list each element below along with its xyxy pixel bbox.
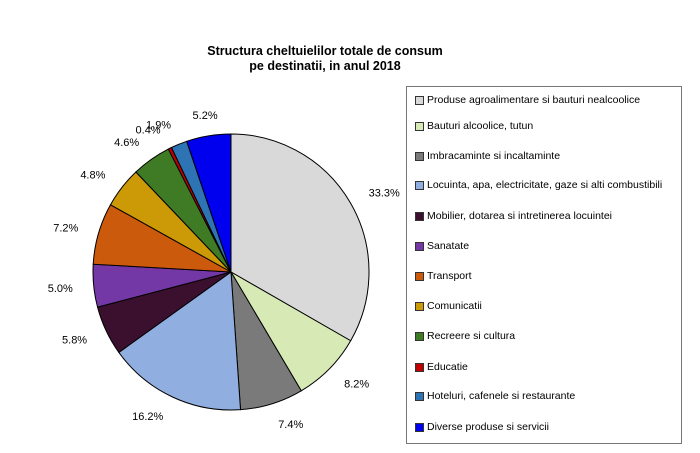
slice-label: 5.8% [62,335,87,347]
legend-label: Imbracaminte si incaltaminte [427,150,561,162]
slice-label: 5.2% [193,110,218,122]
legend-item: Imbracaminte si incaltaminte [415,150,677,163]
legend-item: Locuinta, apa, electricitate, gaze si al… [415,179,677,192]
slice-label: 8.2% [344,379,369,391]
slice-label: 33.3% [369,187,400,199]
legend-label: Transport [427,270,472,282]
legend-item: Mobilier, dotarea si intretinerea locuin… [415,210,677,223]
legend-label: Recreere si cultura [427,330,516,342]
legend-item: Comunicatii [415,300,677,313]
legend-item: Recreere si cultura [415,330,677,343]
legend-label: Bauturi alcoolice, tutun [427,120,534,132]
legend-item: Produse agroalimentare si bauturi nealco… [415,94,677,107]
legend-swatch [415,363,424,372]
pie-slice [186,133,232,273]
pie-slice [118,271,242,411]
chart-title-line-2: pe destinatii, in anul 2018 [249,59,401,73]
legend-swatch [415,272,424,281]
legend-swatch [415,423,424,432]
legend-item: Sanatate [415,240,677,253]
chart-title-line-1: Structura cheltuielilor totale de consum [207,44,443,58]
slice-label: 0.4% [136,124,161,136]
pie-slice [230,133,370,342]
legend-swatch [415,96,424,105]
legend-swatch [415,302,424,311]
slice-label: 16.2% [132,411,163,423]
legend-label: Locuinta, apa, electricitate, gaze si al… [427,179,663,191]
legend-swatch [415,392,424,401]
slice-label: 7.2% [53,223,78,235]
slice-label: 4.6% [114,137,139,149]
legend: Produse agroalimentare si bauturi nealco… [406,86,682,444]
legend-item: Hoteluri, cafenele si restaurante [415,390,677,403]
legend-item: Diverse produse si servicii [415,421,677,434]
chart-title: Structura cheltuielilor totale de consum… [90,44,560,74]
legend-label: Diverse produse si servicii [427,421,549,433]
slice-label: 4.8% [80,170,105,182]
legend-swatch [415,181,424,190]
slice-label: 5.0% [48,283,73,295]
legend-label: Produse agroalimentare si bauturi nealco… [427,94,641,106]
legend-item: Transport [415,270,677,283]
legend-swatch [415,242,424,251]
legend-label: Sanatate [427,240,470,252]
legend-label: Hoteluri, cafenele si restaurante [427,390,576,402]
legend-label: Mobilier, dotarea si intretinerea locuin… [427,210,613,222]
slice-label: 7.4% [278,419,303,431]
legend-swatch [415,122,424,131]
legend-item: Bauturi alcoolice, tutun [415,120,677,133]
legend-swatch [415,152,424,161]
slice-label: 1.9% [146,120,171,132]
legend-label: Educatie [427,361,468,373]
legend-swatch [415,212,424,221]
legend-item: Educatie [415,361,677,374]
legend-label: Comunicatii [427,300,482,312]
legend-swatch [415,332,424,341]
